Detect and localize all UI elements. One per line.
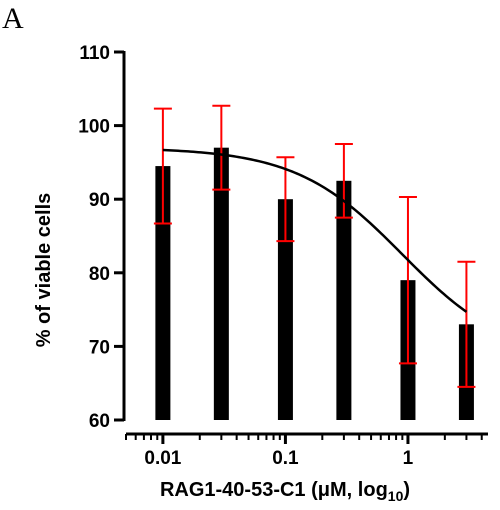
x-axis-title-subscript: 10 — [388, 488, 404, 504]
bar — [277, 199, 293, 420]
y-tick-label: 70 — [89, 337, 110, 358]
x-tick-label: 0.01 — [144, 448, 181, 469]
y-tick-label: 90 — [89, 190, 110, 211]
x-axis-title-unit: μM, log — [318, 479, 388, 501]
x-axis-title-main: RAG1-40-53-C1 ( — [160, 479, 318, 501]
panel-label: A — [2, 2, 24, 35]
y-tick-label: 110 — [79, 43, 110, 64]
x-tick-label: 0.1 — [272, 448, 299, 469]
x-ticks: 0.01 0.1 1 — [125, 434, 483, 469]
y-tick-label: 80 — [89, 264, 110, 285]
x-tick-label: 1 — [403, 448, 414, 469]
bar — [213, 147, 229, 420]
fit-curve — [162, 148, 468, 313]
y-tick-label: 60 — [89, 411, 110, 432]
x-axis-title: RAG1-40-53-C1 (μM, log10) — [160, 479, 410, 504]
x-axis-title-close: ) — [403, 479, 410, 501]
y-tick-label: 100 — [78, 117, 110, 138]
x-axis: 0.01 0.1 1 — [125, 432, 488, 469]
y-axis-title: % of viable cells — [33, 193, 55, 348]
y-axis: 60 70 80 90 100 110 — [78, 43, 126, 432]
bar — [155, 166, 171, 420]
bar — [336, 180, 352, 420]
y-ticks: 60 70 80 90 100 110 — [78, 43, 124, 432]
plot-area — [153, 104, 476, 420]
